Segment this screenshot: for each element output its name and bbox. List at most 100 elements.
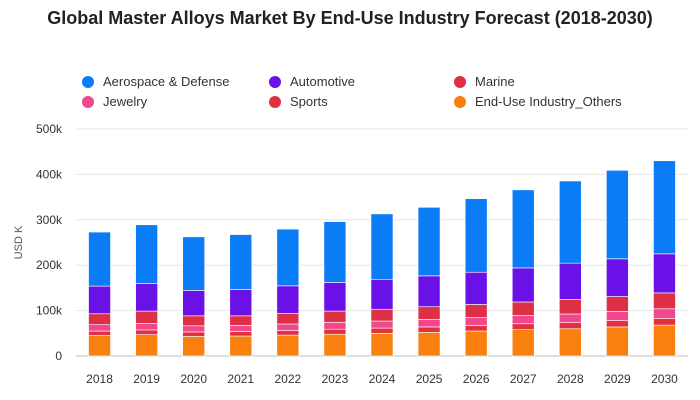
bar-segment-sports-2021 (229, 331, 253, 337)
bar-segment-marine-2023 (323, 310, 347, 323)
x-tick-label: 2029 (604, 372, 631, 386)
x-tick-label: 2028 (557, 372, 584, 386)
bar-segment-aerospace-defense-2026 (464, 198, 488, 273)
bar-segment-marine-2025 (417, 306, 441, 320)
legend-swatch (269, 95, 281, 108)
legend-swatch (454, 75, 466, 88)
bar-segment-jewelry-2020 (182, 325, 205, 333)
y-tick-label: 200k (36, 258, 63, 272)
bar-segment-aerospace-defense-2019 (135, 224, 158, 284)
x-tick-label: 2024 (369, 372, 396, 386)
bar-segment-end-use-industry-others-2023 (323, 333, 347, 357)
bar-segment-aerospace-defense-2023 (323, 221, 347, 283)
bar-segment-sports-2025 (417, 326, 441, 333)
bar-segment-automotive-2026 (464, 271, 488, 305)
legend-swatch (269, 75, 281, 88)
bar-segment-aerospace-defense-2028 (559, 180, 582, 264)
bar-segment-sports-2022 (276, 330, 300, 336)
bar-segment-end-use-industry-others-2021 (229, 335, 253, 357)
bar-segment-automotive-2024 (370, 278, 394, 310)
bar-segment-jewelry-2019 (135, 323, 158, 331)
bar-segment-automotive-2029 (606, 258, 629, 297)
bar-segment-marine-2026 (464, 304, 488, 318)
bar-segment-jewelry-2022 (276, 323, 300, 331)
bar-segment-automotive-2019 (135, 283, 158, 312)
x-tick-label: 2022 (274, 372, 301, 386)
bar-segment-marine-2021 (229, 315, 253, 326)
legend-label: End-Use Industry_Others (475, 94, 622, 109)
legend-item-marine[interactable]: Marine (454, 74, 515, 89)
x-tick-label: 2018 (86, 372, 113, 386)
legend-item-jewelry[interactable]: Jewelry (82, 94, 147, 109)
bar-segment-aerospace-defense-2021 (229, 234, 253, 290)
bar-segment-marine-2030 (653, 292, 676, 310)
bar-segment-sports-2028 (559, 322, 582, 330)
legend-swatch (82, 95, 94, 108)
bar-segment-marine-2020 (182, 315, 205, 327)
x-tick-label: 2021 (227, 372, 254, 386)
bar-segment-end-use-industry-others-2018 (88, 335, 111, 357)
bar-segment-jewelry-2024 (370, 320, 394, 329)
bar-segment-sports-2019 (135, 329, 158, 335)
bar-segment-aerospace-defense-2022 (276, 228, 300, 287)
bar-segment-aerospace-defense-2020 (182, 236, 205, 291)
bar-segment-end-use-industry-others-2024 (370, 332, 394, 357)
bar-segment-sports-2023 (323, 328, 347, 335)
bar-segment-automotive-2018 (88, 285, 111, 315)
bar-segment-jewelry-2018 (88, 324, 111, 332)
bar-segment-jewelry-2030 (653, 308, 676, 319)
x-tick-label: 2027 (510, 372, 537, 386)
bar-segment-end-use-industry-others-2022 (276, 334, 300, 357)
bar-segment-sports-2024 (370, 327, 394, 334)
bar-segment-automotive-2021 (229, 289, 253, 317)
bar-segment-automotive-2022 (276, 285, 300, 314)
y-tick-label: 500k (36, 122, 63, 136)
x-tick-label: 2025 (416, 372, 443, 386)
bar-segment-automotive-2020 (182, 290, 205, 317)
bar-segment-end-use-industry-others-2029 (606, 326, 629, 357)
bar-segment-sports-2026 (464, 325, 488, 332)
x-tick-label: 2030 (651, 372, 678, 386)
bar-segment-jewelry-2026 (464, 317, 488, 326)
bar-segment-marine-2024 (370, 308, 394, 322)
legend-item-sports[interactable]: Sports (269, 94, 328, 109)
bar-segment-jewelry-2027 (511, 315, 535, 325)
bar-segment-automotive-2027 (511, 267, 535, 303)
bar-segment-marine-2019 (135, 310, 158, 324)
bar-segment-automotive-2030 (653, 253, 676, 294)
bar-segment-jewelry-2023 (323, 322, 347, 330)
bar-segment-automotive-2025 (417, 275, 441, 308)
bar-segment-sports-2018 (88, 330, 111, 336)
bar-segment-aerospace-defense-2025 (417, 207, 441, 277)
y-tick-label: 400k (36, 167, 63, 181)
legend-item-automotive[interactable]: Automotive (269, 74, 355, 89)
bar-segment-aerospace-defense-2024 (370, 213, 394, 280)
bar-segment-aerospace-defense-2027 (511, 189, 535, 269)
bar-segment-marine-2027 (511, 301, 535, 316)
bar-segment-end-use-industry-others-2028 (559, 328, 582, 357)
bar-segment-aerospace-defense-2029 (606, 170, 629, 260)
bar-segment-sports-2027 (511, 323, 535, 330)
legend-label: Aerospace & Defense (103, 74, 230, 89)
bar-segment-sports-2020 (182, 331, 205, 337)
legend-swatch (82, 75, 94, 88)
y-tick-label: 100k (36, 304, 63, 318)
bar-segment-automotive-2028 (559, 262, 582, 300)
bar-segment-end-use-industry-others-2020 (182, 336, 205, 357)
bar-segment-marine-2018 (88, 313, 111, 325)
legend-item-aerospace-defense[interactable]: Aerospace & Defense (82, 74, 229, 89)
bar-segment-end-use-industry-others-2025 (417, 332, 441, 357)
bar-segment-aerospace-defense-2030 (653, 160, 676, 255)
x-tick-label: 2023 (322, 372, 349, 386)
bar-segment-marine-2022 (276, 313, 300, 325)
x-tick-label: 2020 (180, 372, 207, 386)
y-tick-label: 0 (55, 349, 62, 363)
bar-segment-end-use-industry-others-2026 (464, 330, 488, 357)
legend-item-end-use-industry-others[interactable]: End-Use Industry_Others (454, 94, 622, 109)
bar-segment-end-use-industry-others-2027 (511, 329, 535, 357)
legend-label: Marine (475, 74, 515, 89)
bar-segment-automotive-2023 (323, 282, 347, 312)
y-tick-label: 300k (36, 213, 63, 227)
bar-segment-jewelry-2021 (229, 325, 253, 332)
